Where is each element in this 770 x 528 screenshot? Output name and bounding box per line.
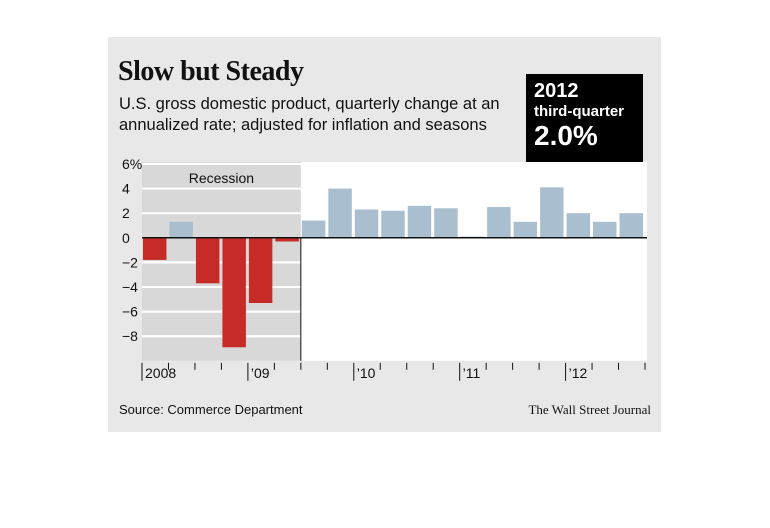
- callout-value: 2.0%: [534, 120, 598, 151]
- y-tick-label: 4: [122, 181, 130, 197]
- bar-2011-q3: [513, 221, 538, 238]
- x-year-label: 2008: [145, 365, 176, 381]
- y-tick-label: 0: [122, 230, 130, 246]
- y-tick-label: −6: [122, 304, 138, 320]
- x-year-label: ’11: [463, 365, 481, 381]
- gdp-bar-chart: Recession 6% 4 2 0 −2 −4 −6 −8 2008 ’09 ’10 ’11 ’12: [122, 156, 647, 381]
- recession-band: [142, 162, 301, 361]
- bar-2010-q2: [381, 210, 405, 238]
- recession-label: Recession: [189, 170, 254, 186]
- bar-2012-q3: [619, 213, 643, 238]
- bar-2009-q3: [301, 220, 326, 238]
- chart-title: Slow but Steady: [118, 56, 304, 87]
- x-year-label: ’09: [251, 365, 270, 381]
- bar-2010-q4: [434, 208, 458, 238]
- y-tick-label: −8: [122, 328, 138, 344]
- y-tick-label: 6%: [122, 156, 142, 172]
- publisher-credit: The Wall Street Journal: [528, 402, 651, 417]
- bar-2008-q2: [169, 221, 193, 238]
- y-tick-label: −2: [122, 254, 138, 270]
- bar-2009-q2: [275, 237, 299, 242]
- bar-2008-q3: [195, 237, 220, 284]
- bar-2009-q1: [248, 237, 273, 303]
- bar-2011-q2: [487, 207, 511, 238]
- bar-2010-q3: [407, 205, 432, 238]
- bar-2008-q1: [143, 237, 167, 260]
- source-note: Source: Commerce Department: [119, 402, 303, 417]
- highlight-callout: 2012 third-quarter 2.0%: [526, 74, 643, 162]
- y-tick-label: −4: [122, 279, 138, 295]
- callout-year: 2012: [534, 80, 579, 102]
- bar-2009-q4: [328, 188, 352, 238]
- chart-subtitle: U.S. gross domestic product, quarterly c…: [119, 95, 500, 134]
- bar-2010-q1: [354, 209, 379, 238]
- callout-label: third-quarter: [534, 103, 624, 120]
- y-tick-label: 2: [122, 205, 130, 221]
- bar-2011-q4: [540, 187, 564, 238]
- bar-2012-q1: [566, 213, 591, 238]
- x-year-label: ’12: [569, 365, 588, 381]
- bar-2008-q4: [222, 237, 246, 348]
- x-year-label: ’10: [357, 365, 376, 381]
- bar-2012-q2: [593, 221, 617, 238]
